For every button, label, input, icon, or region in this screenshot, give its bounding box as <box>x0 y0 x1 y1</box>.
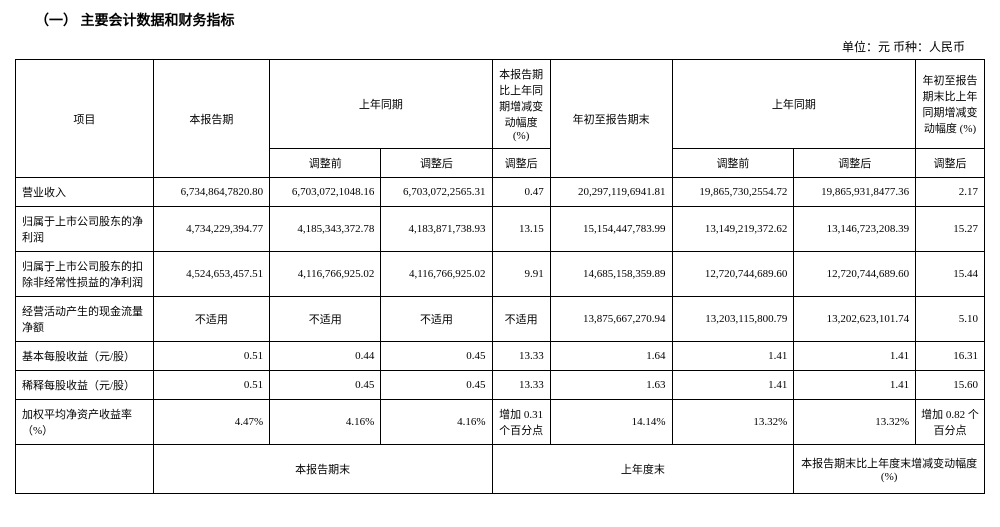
cell-c5: 1.63 <box>550 371 672 400</box>
cell-c4: 增加 0.31 个百分点 <box>492 400 550 445</box>
cell-c2: 4,185,343,372.78 <box>270 207 381 252</box>
header-ytd-end: 年初至报告期末 <box>550 60 672 178</box>
cell-c2: 4.16% <box>270 400 381 445</box>
table-row: 归属于上市公司股东的净利润4,734,229,394.774,185,343,3… <box>16 207 985 252</box>
cell-c1: 4,734,229,394.77 <box>153 207 269 252</box>
table-row: 经营活动产生的现金流量净额不适用不适用不适用不适用13,875,667,270.… <box>16 297 985 342</box>
cell-c4: 0.47 <box>492 178 550 207</box>
header-prior-period: 上年同期 <box>270 60 492 149</box>
cell-c7: 1.41 <box>794 371 916 400</box>
cell-c2: 0.44 <box>270 342 381 371</box>
cell-c5: 14,685,158,359.89 <box>550 252 672 297</box>
cell-c1: 6,734,864,7820.80 <box>153 178 269 207</box>
cell-c4: 9.91 <box>492 252 550 297</box>
cell-c7: 13,146,723,208.39 <box>794 207 916 252</box>
cell-c3: 不适用 <box>381 297 492 342</box>
cell-c3: 6,703,072,2565.31 <box>381 178 492 207</box>
cell-c4: 13.33 <box>492 342 550 371</box>
cell-c8: 15.44 <box>916 252 985 297</box>
cell-c8: 16.31 <box>916 342 985 371</box>
cell-c3: 4.16% <box>381 400 492 445</box>
row-label: 加权平均净资产收益率（%） <box>16 400 154 445</box>
footer-prior-end: 上年度末 <box>492 445 794 494</box>
cell-c1: 不适用 <box>153 297 269 342</box>
cell-c5: 20,297,119,6941.81 <box>550 178 672 207</box>
header-change-current: 本报告期比上年同期增减变动幅度 (%) <box>492 60 550 149</box>
row-label: 归属于上市公司股东的净利润 <box>16 207 154 252</box>
cell-c4: 不适用 <box>492 297 550 342</box>
cell-c5: 15,154,447,783.99 <box>550 207 672 252</box>
cell-c6: 1.41 <box>672 371 794 400</box>
header-current-period: 本报告期 <box>153 60 269 178</box>
cell-c7: 19,865,931,8477.36 <box>794 178 916 207</box>
table-body: 营业收入6,734,864,7820.806,703,072,1048.166,… <box>16 178 985 445</box>
cell-c6: 13.32% <box>672 400 794 445</box>
cell-c5: 1.64 <box>550 342 672 371</box>
table-row: 基本每股收益（元/股）0.510.440.4513.331.641.411.41… <box>16 342 985 371</box>
footer-row: 本报告期末 上年度末 本报告期末比上年度末增减变动幅度(%) <box>16 445 985 494</box>
cell-c3: 4,116,766,925.02 <box>381 252 492 297</box>
cell-c8: 15.60 <box>916 371 985 400</box>
header-after-adj-1: 调整后 <box>381 149 492 178</box>
cell-c1: 4,524,653,457.51 <box>153 252 269 297</box>
header-prior-ytd: 上年同期 <box>672 60 916 149</box>
table-row: 加权平均净资产收益率（%）4.47%4.16%4.16%增加 0.31 个百分点… <box>16 400 985 445</box>
cell-c1: 0.51 <box>153 371 269 400</box>
financial-table: 项目 本报告期 上年同期 本报告期比上年同期增减变动幅度 (%) 年初至报告期末… <box>15 59 985 494</box>
section-title: （一） 主要会计数据和财务指标 <box>15 10 985 30</box>
cell-c5: 14.14% <box>550 400 672 445</box>
header-before-adj-1: 调整前 <box>270 149 381 178</box>
row-label: 归属于上市公司股东的扣除非经常性损益的净利润 <box>16 252 154 297</box>
cell-c6: 1.41 <box>672 342 794 371</box>
cell-c7: 1.41 <box>794 342 916 371</box>
row-label: 稀释每股收益（元/股） <box>16 371 154 400</box>
row-label: 营业收入 <box>16 178 154 207</box>
cell-c2: 0.45 <box>270 371 381 400</box>
cell-c7: 13,202,623,101.74 <box>794 297 916 342</box>
cell-c7: 13.32% <box>794 400 916 445</box>
footer-current-end: 本报告期末 <box>153 445 492 494</box>
unit-label: 单位：元 币种：人民币 <box>15 38 985 55</box>
cell-c6: 12,720,744,689.60 <box>672 252 794 297</box>
row-label: 经营活动产生的现金流量净额 <box>16 297 154 342</box>
cell-c5: 13,875,667,270.94 <box>550 297 672 342</box>
cell-c1: 0.51 <box>153 342 269 371</box>
cell-c7: 12,720,744,689.60 <box>794 252 916 297</box>
row-label: 基本每股收益（元/股） <box>16 342 154 371</box>
cell-c4: 13.15 <box>492 207 550 252</box>
cell-c2: 不适用 <box>270 297 381 342</box>
cell-c4: 13.33 <box>492 371 550 400</box>
cell-c1: 4.47% <box>153 400 269 445</box>
cell-c2: 4,116,766,925.02 <box>270 252 381 297</box>
table-row: 归属于上市公司股东的扣除非经常性损益的净利润4,524,653,457.514,… <box>16 252 985 297</box>
cell-c8: 15.27 <box>916 207 985 252</box>
header-before-adj-2: 调整前 <box>672 149 794 178</box>
header-after-adj-2: 调整后 <box>492 149 550 178</box>
header-after-adj-3: 调整后 <box>794 149 916 178</box>
cell-c8: 2.17 <box>916 178 985 207</box>
table-row: 稀释每股收益（元/股）0.510.450.4513.331.631.411.41… <box>16 371 985 400</box>
footer-blank <box>16 445 154 494</box>
cell-c6: 13,203,115,800.79 <box>672 297 794 342</box>
header-item: 项目 <box>16 60 154 178</box>
cell-c3: 0.45 <box>381 342 492 371</box>
cell-c2: 6,703,072,1048.16 <box>270 178 381 207</box>
cell-c3: 4,183,871,738.93 <box>381 207 492 252</box>
table-row: 营业收入6,734,864,7820.806,703,072,1048.166,… <box>16 178 985 207</box>
header-change-ytd: 年初至报告期末比上年同期增减变动幅度 (%) <box>916 60 985 149</box>
cell-c6: 13,149,219,372.62 <box>672 207 794 252</box>
header-row-1: 项目 本报告期 上年同期 本报告期比上年同期增减变动幅度 (%) 年初至报告期末… <box>16 60 985 149</box>
header-after-adj-4: 调整后 <box>916 149 985 178</box>
cell-c8: 增加 0.82 个百分点 <box>916 400 985 445</box>
cell-c8: 5.10 <box>916 297 985 342</box>
cell-c6: 19,865,730,2554.72 <box>672 178 794 207</box>
cell-c3: 0.45 <box>381 371 492 400</box>
footer-change: 本报告期末比上年度末增减变动幅度(%) <box>794 445 985 494</box>
